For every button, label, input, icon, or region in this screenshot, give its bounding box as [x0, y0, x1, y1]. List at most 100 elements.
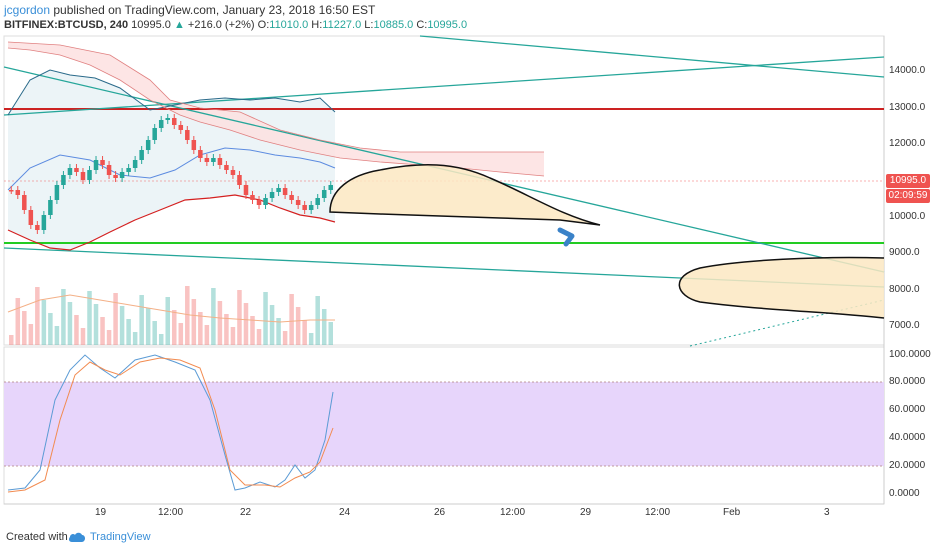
- footer: Created with TradingView: [0, 522, 932, 550]
- price-label: 14000.0: [889, 65, 926, 76]
- candle-body: [145, 140, 151, 150]
- volume-bar: [74, 315, 79, 345]
- footer-brand-link[interactable]: TradingView: [90, 531, 151, 543]
- candle-body: [237, 175, 242, 185]
- candle-body: [191, 140, 197, 150]
- candle-body: [87, 170, 92, 180]
- candle-body: [158, 120, 164, 128]
- chart-canvas[interactable]: [0, 0, 932, 522]
- volume-bar: [80, 328, 86, 345]
- up-arrow-icon: ▲: [173, 19, 185, 31]
- candle-body: [35, 225, 40, 230]
- candle-body: [41, 215, 47, 230]
- candle-body: [28, 210, 34, 225]
- osc-label: 100.0000: [889, 349, 931, 360]
- arrow-right-icon: [557, 227, 575, 247]
- last-price: 10995.0: [131, 19, 171, 31]
- volume-bar: [269, 305, 275, 345]
- trendline-upper[interactable]: [3, 56, 885, 116]
- bollinger-band-fill: [8, 70, 335, 250]
- volume-bar: [224, 314, 229, 345]
- price-label: 13000.0: [889, 102, 926, 113]
- candle-body: [126, 168, 131, 172]
- volume-bar: [87, 291, 92, 345]
- volume-bar: [152, 321, 157, 345]
- volume-bar: [93, 304, 99, 345]
- volume-bar: [61, 289, 66, 345]
- time-label: 24: [339, 507, 351, 518]
- volume-bar: [211, 288, 216, 345]
- bollinger-middle: [7, 147, 336, 191]
- volume-bar: [113, 293, 118, 345]
- candle-body: [15, 190, 21, 195]
- volume-bar: [263, 292, 268, 345]
- time-label: 22: [240, 507, 252, 518]
- volume-bar: [145, 308, 151, 345]
- candles: [9, 114, 333, 234]
- stoch-d-line: [7, 357, 334, 493]
- volume-bar: [328, 322, 333, 345]
- ichimoku-cloud: [8, 42, 544, 176]
- projection-ellipse[interactable]: [678, 256, 885, 319]
- chart-header: jcgordon published on TradingView.com, J…: [0, 0, 932, 36]
- volume-bar: [158, 334, 164, 345]
- high-label: H:: [311, 19, 323, 31]
- osc-label: 40.0000: [889, 432, 926, 443]
- candle-body: [152, 128, 157, 140]
- volume-bar: [185, 286, 190, 345]
- volume-bar: [308, 333, 314, 345]
- open-label: O:: [257, 19, 270, 31]
- candle-body: [172, 118, 177, 125]
- candle-body: [224, 165, 229, 170]
- volume-bar: [178, 323, 184, 345]
- candle-body: [321, 190, 327, 198]
- price-label: 8000.0: [889, 284, 920, 295]
- time-label: Feb: [723, 507, 741, 518]
- volume-bar: [204, 325, 210, 345]
- volume-bar: [28, 324, 34, 345]
- candle-body: [61, 175, 66, 185]
- footer-created: Created with: [6, 531, 68, 543]
- volume-bars: [9, 286, 333, 345]
- candle-body: [139, 150, 144, 160]
- symbol-line: BITFINEX:BTCUSD, 240 10995.0 ▲ +216.0 (+…: [4, 19, 467, 31]
- candle-body: [9, 190, 14, 192]
- volume-bar: [250, 316, 255, 345]
- bollinger-lower: [7, 194, 336, 251]
- volume-bar: [295, 307, 301, 345]
- candle-body: [119, 172, 125, 178]
- volume-bar: [282, 331, 288, 345]
- volume-bar: [321, 309, 327, 345]
- close-label: C:: [416, 19, 428, 31]
- candle-body: [54, 185, 60, 200]
- ichimoku-lagging-line: [7, 41, 544, 153]
- close-value: 10995.0: [427, 19, 468, 31]
- candle-body: [198, 150, 203, 158]
- volume-bar: [126, 319, 131, 345]
- osc-label: 80.0000: [889, 376, 926, 387]
- candle-body: [165, 118, 170, 120]
- volume-bar: [289, 294, 294, 345]
- publish-info: published on TradingView.com, January 23…: [53, 3, 376, 17]
- countdown-tag: 02:09:59: [886, 189, 930, 203]
- author-link[interactable]: jcgordon: [4, 3, 51, 17]
- candle-body: [113, 175, 118, 178]
- trendline-top-descending[interactable]: [419, 35, 885, 78]
- volume-bar: [237, 290, 242, 345]
- candle-body: [48, 200, 53, 215]
- osc-label: 60.0000: [889, 404, 926, 415]
- volume-bar: [48, 313, 53, 345]
- candle-body: [185, 130, 190, 140]
- open-value: 11010.0: [269, 19, 309, 31]
- volume-bar: [198, 312, 203, 345]
- price-label: 12000.0: [889, 138, 926, 149]
- symbol-label[interactable]: BITFINEX:BTCUSD, 240: [4, 19, 129, 31]
- stoch-k-line: [7, 354, 334, 491]
- volume-moving-average: [7, 294, 335, 323]
- volume-bar: [106, 330, 112, 345]
- candle-body: [132, 160, 138, 168]
- projection-arc[interactable]: [329, 164, 601, 226]
- volume-bar: [54, 326, 60, 345]
- volume-bar: [172, 310, 177, 345]
- candle-body: [269, 192, 275, 198]
